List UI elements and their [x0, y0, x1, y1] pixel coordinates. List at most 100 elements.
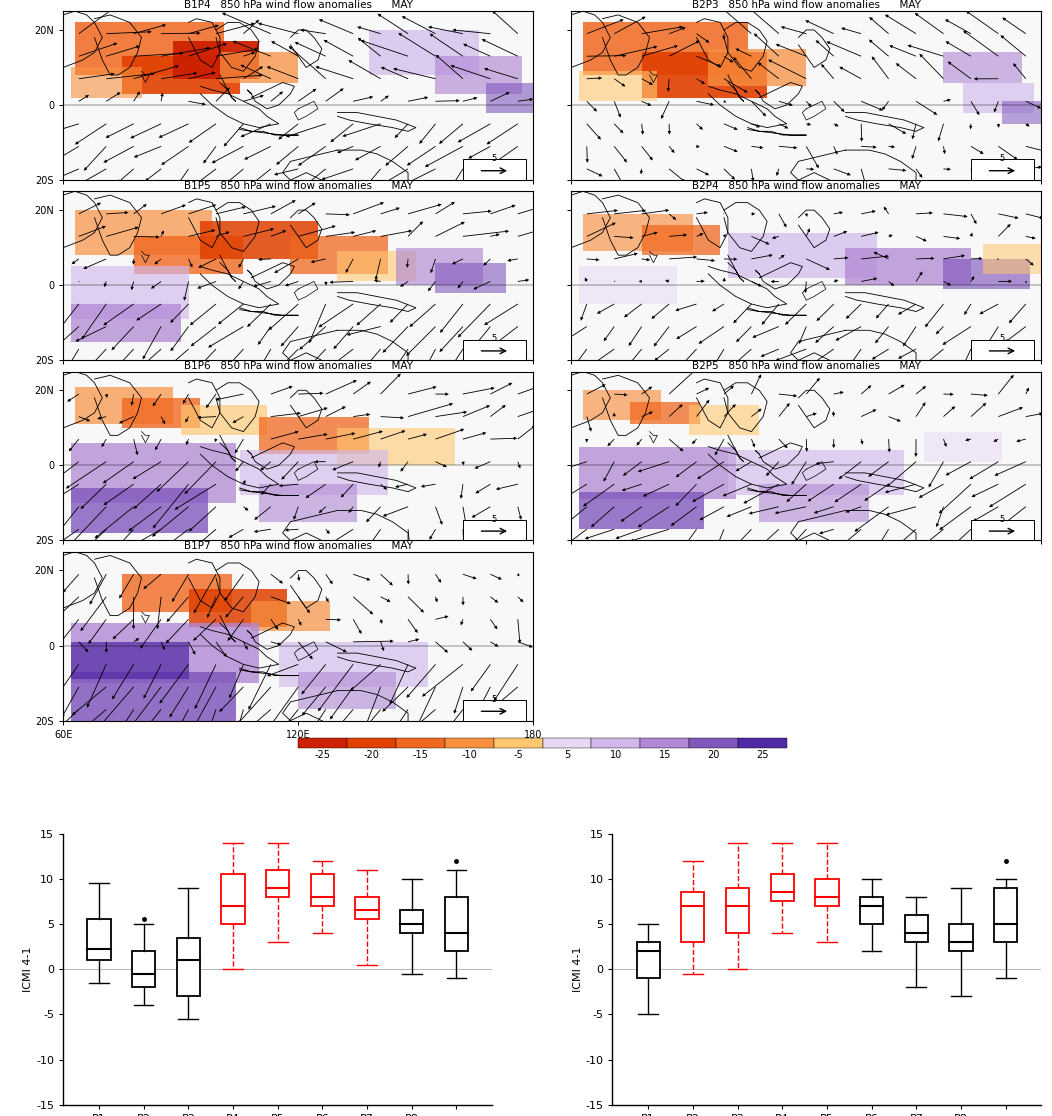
- Bar: [259, 484, 357, 521]
- Bar: [708, 49, 806, 86]
- Bar: [1003, 102, 1041, 124]
- Text: -20: -20: [363, 750, 379, 760]
- Bar: [846, 248, 971, 286]
- Bar: [132, 951, 156, 988]
- Bar: [251, 600, 329, 631]
- Bar: [70, 443, 236, 503]
- Bar: [173, 41, 259, 79]
- Bar: [949, 924, 973, 951]
- Text: -15: -15: [412, 750, 428, 760]
- Bar: [122, 56, 240, 94]
- Bar: [994, 888, 1017, 942]
- Bar: [636, 942, 660, 979]
- Bar: [400, 911, 423, 933]
- Bar: [642, 52, 767, 97]
- Bar: [299, 672, 397, 710]
- Bar: [728, 451, 905, 496]
- Title: B1P4   850 hPa wind flow anomalies      MAY: B1P4 850 hPa wind flow anomalies MAY: [184, 0, 412, 10]
- Bar: [579, 446, 735, 499]
- Bar: [944, 259, 1030, 289]
- Bar: [70, 672, 236, 724]
- Bar: [583, 214, 692, 251]
- Bar: [463, 160, 526, 180]
- Bar: [445, 738, 493, 749]
- Bar: [75, 22, 224, 75]
- Bar: [436, 56, 522, 94]
- Bar: [436, 262, 506, 292]
- Bar: [279, 642, 428, 686]
- Bar: [221, 874, 245, 924]
- Bar: [583, 391, 662, 421]
- Bar: [75, 210, 213, 256]
- Y-axis label: ICMI 4-1: ICMI 4-1: [23, 946, 34, 992]
- Bar: [579, 492, 705, 529]
- Bar: [579, 71, 658, 102]
- Bar: [682, 893, 705, 942]
- Title: B2P4   850 hPa wind flow anomalies      MAY: B2P4 850 hPa wind flow anomalies MAY: [692, 181, 920, 191]
- Bar: [122, 575, 231, 612]
- Bar: [240, 451, 388, 496]
- Bar: [122, 397, 200, 427]
- Text: 5: 5: [999, 154, 1005, 163]
- Y-axis label: ICMI 4-1: ICMI 4-1: [572, 946, 583, 992]
- Bar: [583, 22, 748, 75]
- Bar: [177, 937, 200, 997]
- Bar: [338, 427, 456, 465]
- Bar: [347, 738, 396, 749]
- Bar: [70, 623, 259, 683]
- Bar: [356, 897, 379, 920]
- Bar: [971, 520, 1034, 540]
- Bar: [905, 915, 928, 942]
- Text: 5: 5: [999, 514, 1005, 523]
- Bar: [188, 589, 286, 627]
- Bar: [728, 232, 877, 278]
- Text: 10: 10: [610, 750, 622, 760]
- Bar: [726, 888, 749, 933]
- Bar: [689, 405, 760, 435]
- Text: 5: 5: [999, 335, 1005, 344]
- Bar: [310, 874, 333, 906]
- Bar: [70, 304, 181, 341]
- Text: 5: 5: [491, 514, 497, 523]
- Text: 15: 15: [659, 750, 671, 760]
- Title: B1P7   850 hPa wind flow anomalies      MAY: B1P7 850 hPa wind flow anomalies MAY: [184, 541, 412, 551]
- Bar: [463, 339, 526, 360]
- Bar: [463, 520, 526, 540]
- Bar: [924, 432, 1003, 462]
- Title: B1P5   850 hPa wind flow anomalies      MAY: B1P5 850 hPa wind flow anomalies MAY: [184, 181, 412, 191]
- Bar: [689, 738, 739, 749]
- Bar: [266, 869, 289, 897]
- Bar: [70, 267, 188, 319]
- Bar: [983, 244, 1041, 273]
- Bar: [220, 52, 299, 83]
- Bar: [445, 897, 468, 951]
- Text: 5: 5: [491, 154, 497, 163]
- Bar: [815, 878, 838, 906]
- Text: -10: -10: [461, 750, 477, 760]
- Bar: [396, 738, 445, 749]
- Bar: [200, 221, 318, 259]
- Bar: [298, 738, 347, 749]
- Bar: [70, 488, 208, 533]
- Bar: [771, 874, 794, 902]
- Text: 25: 25: [756, 750, 769, 760]
- Bar: [642, 225, 720, 256]
- Bar: [971, 339, 1034, 360]
- Bar: [70, 642, 188, 680]
- Bar: [369, 30, 479, 75]
- Bar: [75, 386, 173, 424]
- Text: -25: -25: [315, 750, 330, 760]
- Bar: [641, 738, 689, 749]
- Bar: [971, 160, 1034, 180]
- Bar: [963, 83, 1034, 113]
- Bar: [70, 67, 142, 97]
- Bar: [630, 402, 701, 424]
- Text: 5: 5: [564, 750, 570, 760]
- Bar: [944, 52, 1021, 83]
- Text: 20: 20: [708, 750, 720, 760]
- Text: 5: 5: [491, 335, 497, 344]
- Bar: [579, 267, 676, 304]
- Bar: [290, 237, 388, 273]
- Bar: [493, 738, 543, 749]
- Bar: [760, 484, 869, 521]
